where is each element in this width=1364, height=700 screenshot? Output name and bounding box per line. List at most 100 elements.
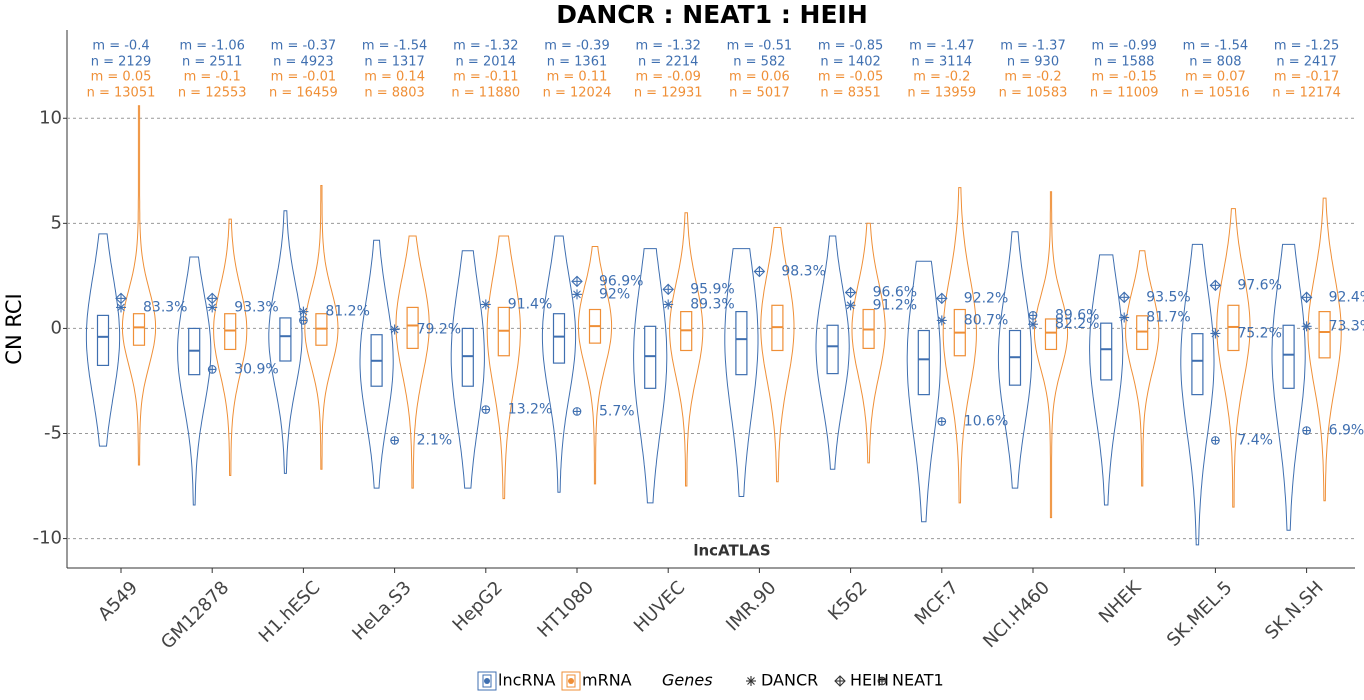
x-tick-label: A549	[94, 577, 142, 625]
x-tick-label: NCI.H460	[979, 577, 1054, 652]
legend-label: NEAT1	[892, 671, 944, 690]
box	[461, 327, 474, 387]
marker-stroke	[571, 275, 583, 288]
violin	[815, 235, 850, 470]
violin	[760, 227, 795, 483]
marker-stroke	[115, 292, 127, 305]
x-tick-label: MCF.7	[911, 577, 963, 629]
x-tick-label: NHEK	[1095, 576, 1146, 627]
count-label: n = 582	[733, 55, 785, 70]
percent-label: 96.6%	[873, 284, 917, 300]
gene-marker	[481, 405, 491, 414]
violin	[395, 235, 430, 489]
violin	[997, 231, 1033, 489]
mean-label: m = 0.11	[547, 70, 608, 85]
count-label: n = 13051	[87, 86, 156, 101]
gene-marker	[877, 676, 887, 686]
gene-marker	[1028, 311, 1038, 320]
count-label: n = 8803	[364, 86, 424, 101]
x-tick-label: IMR.90	[722, 577, 780, 635]
violin	[1180, 243, 1215, 546]
count-label: n = 10583	[999, 86, 1068, 101]
percent-label: 95.9%	[690, 281, 734, 297]
count-label: n = 3114	[912, 55, 972, 70]
mean-label: m = -0.37	[271, 39, 336, 54]
mean-label: m = -1.32	[453, 39, 518, 54]
marker-stroke	[1209, 279, 1222, 292]
gene-marker	[845, 300, 856, 311]
percent-label: 96.9%	[599, 273, 643, 289]
count-label: n = 12024	[543, 86, 612, 101]
percent-label: 93.5%	[1146, 289, 1190, 305]
percent-label: 13.2%	[508, 402, 552, 418]
count-label: n = 12931	[634, 86, 703, 101]
mean-label: m = -1.32	[635, 39, 700, 54]
mean-label: m = -1.54	[1183, 39, 1248, 54]
box	[279, 317, 292, 362]
violin	[541, 235, 577, 493]
box	[224, 313, 237, 351]
violin	[1125, 250, 1160, 487]
percent-label: 75.2%	[1237, 325, 1281, 341]
gene-marker	[834, 675, 846, 687]
percent-label: 93.3%	[234, 299, 278, 315]
percent-label: 10.6%	[964, 414, 1008, 430]
legend-label: mRNA	[582, 671, 632, 690]
box	[1044, 318, 1058, 351]
box	[1318, 311, 1331, 359]
gene-marker	[571, 275, 583, 288]
legend-key-dot	[484, 678, 490, 684]
gene-marker	[1028, 319, 1038, 330]
percent-label: 89.6%	[1055, 307, 1099, 323]
mean-label: m = -0.2	[913, 70, 970, 85]
percent-label: 81.7%	[1146, 309, 1190, 325]
percent-label: 92%	[599, 286, 630, 302]
box	[96, 314, 110, 367]
mean-label: m = -0.17	[1274, 70, 1339, 85]
gene-marker	[299, 316, 308, 325]
mean-label: m = 0.05	[91, 70, 152, 85]
violin	[669, 212, 704, 487]
count-label: n = 2511	[182, 55, 242, 70]
count-label: n = 2014	[456, 55, 516, 70]
box	[132, 313, 146, 346]
gene-marker	[662, 283, 674, 296]
marker-stroke	[747, 677, 755, 685]
box	[552, 313, 566, 364]
box	[644, 325, 657, 389]
mean-label: m = -0.1	[184, 70, 241, 85]
annotation: lncATLAS	[693, 542, 770, 560]
violin	[1033, 191, 1069, 519]
count-label: n = 11009	[1090, 86, 1159, 101]
mean-label: m = -1.37	[1000, 39, 1065, 54]
marker-stroke	[753, 265, 766, 278]
y-tick-label: 10	[39, 107, 62, 128]
marker-stroke	[1120, 313, 1129, 322]
marker-stroke	[662, 283, 674, 296]
marker-stroke	[390, 325, 399, 334]
gene-marker	[663, 299, 674, 310]
y-tick-label: -10	[33, 528, 62, 549]
mean-label: m = -1.25	[1274, 39, 1339, 54]
legend-key-box	[482, 674, 492, 688]
legend-label: lncRNA	[498, 671, 555, 690]
mean-label: m = -0.05	[818, 70, 883, 85]
violin	[213, 218, 248, 476]
mean-label: m = 0.14	[364, 70, 425, 85]
count-label: n = 4923	[273, 55, 333, 70]
marker-stroke	[1118, 291, 1130, 304]
marker-stroke	[846, 301, 855, 310]
mean-label: m = 0.06	[729, 70, 790, 85]
x-tick-label: GM12878	[157, 577, 233, 653]
x-tick-label: K562	[824, 577, 871, 624]
mean-label: m = 0.07	[1185, 70, 1246, 85]
violin	[1271, 243, 1306, 531]
gene-marker	[207, 365, 217, 374]
legend-key-dot	[568, 678, 574, 684]
marker-stroke	[1211, 329, 1220, 338]
x-tick-label: H1.hESC	[255, 577, 325, 647]
percent-label: 91.4%	[508, 296, 552, 312]
count-label: n = 2417	[1276, 55, 1336, 70]
y-tick-label: 0	[51, 317, 62, 338]
